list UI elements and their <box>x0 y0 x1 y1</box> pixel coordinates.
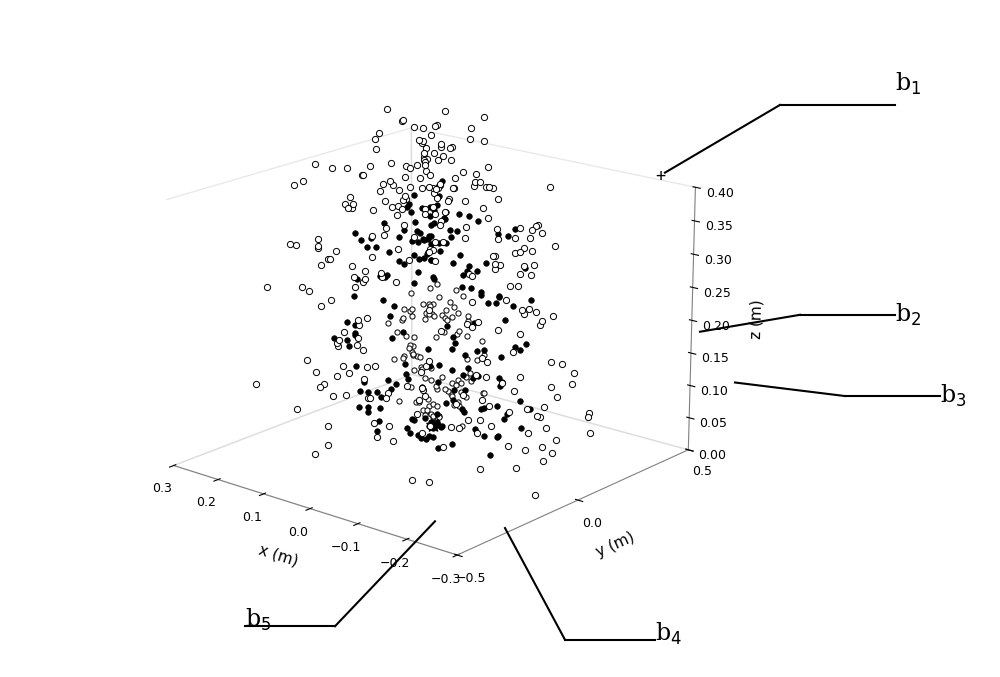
Text: b$_5$: b$_5$ <box>245 607 271 633</box>
Text: b$_1$: b$_1$ <box>895 71 921 97</box>
Text: b$_4$: b$_4$ <box>655 620 682 647</box>
Y-axis label: y (m): y (m) <box>594 529 637 560</box>
Text: b$_3$: b$_3$ <box>940 383 966 409</box>
Text: +: + <box>655 167 665 185</box>
X-axis label: x (m): x (m) <box>257 542 300 569</box>
Text: b$_2$: b$_2$ <box>895 302 921 328</box>
